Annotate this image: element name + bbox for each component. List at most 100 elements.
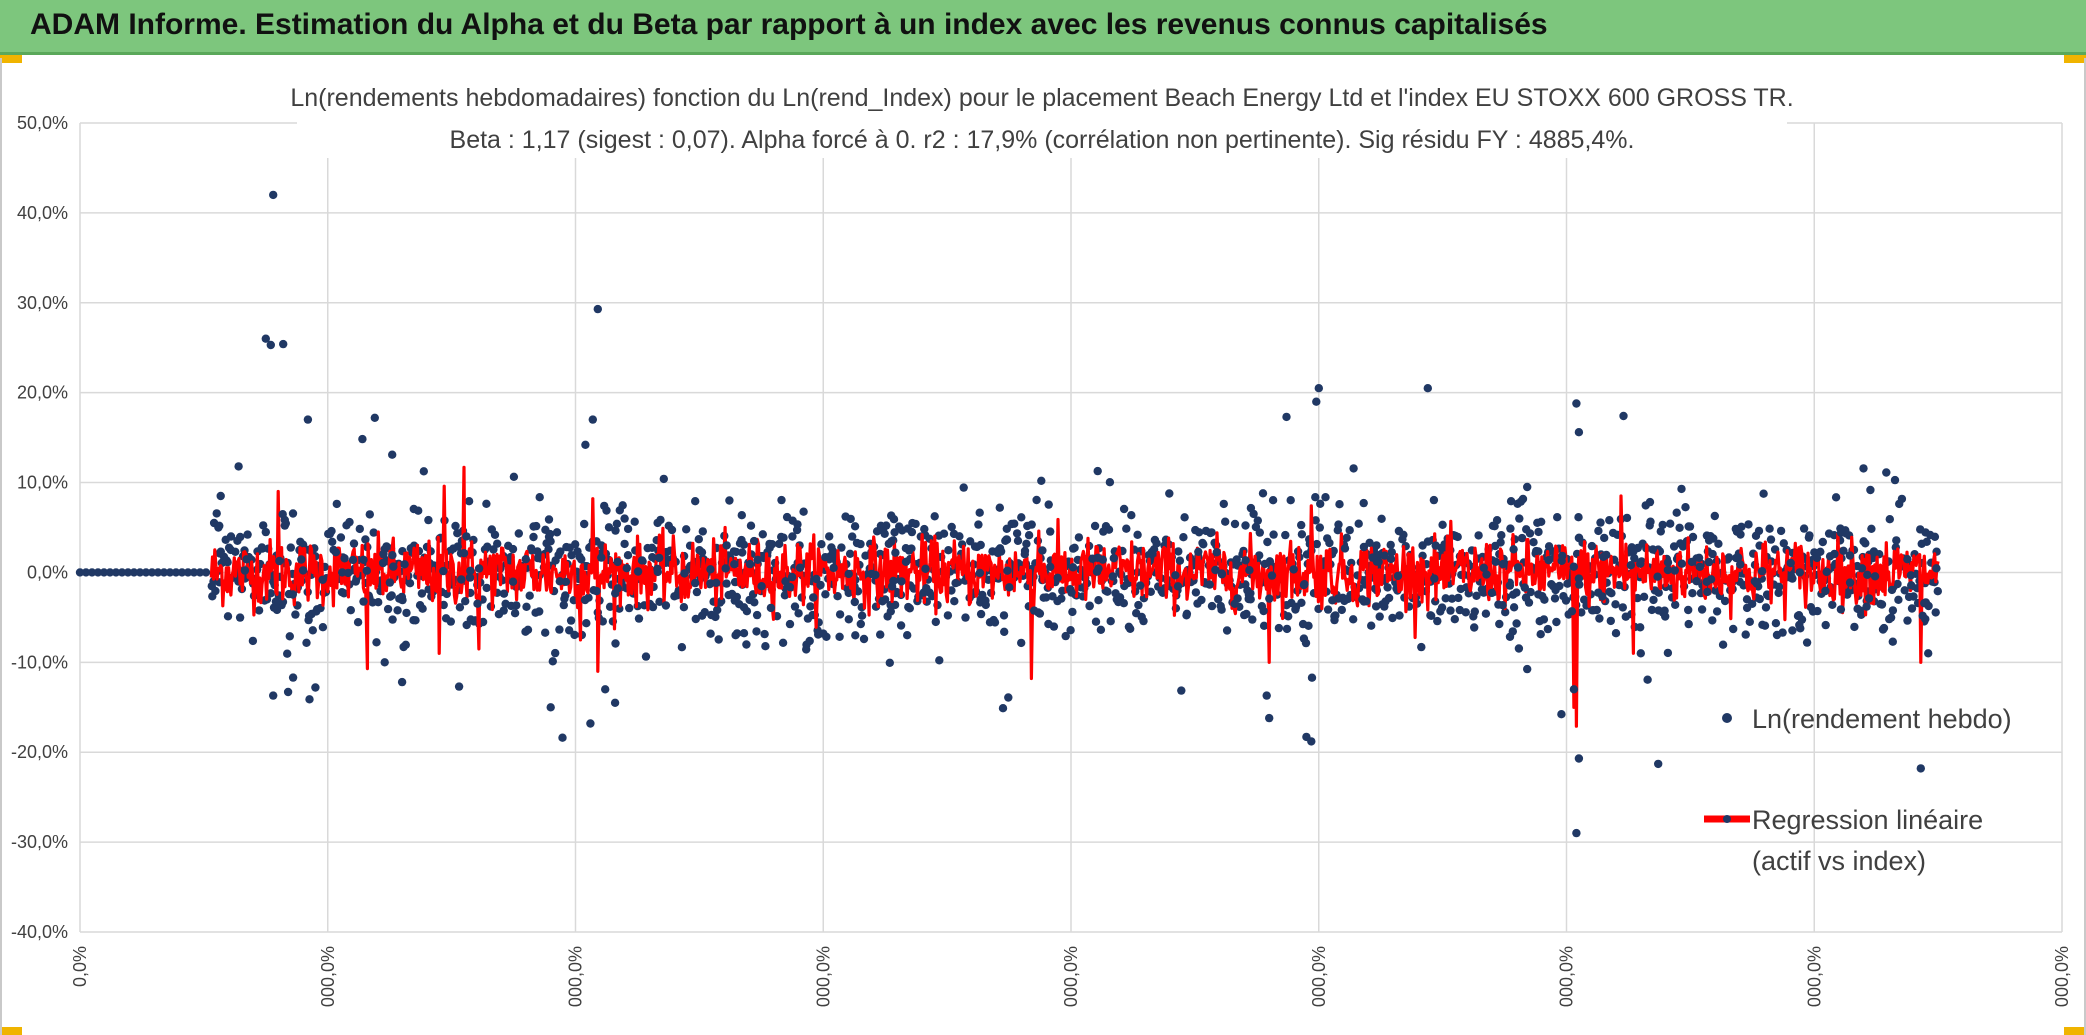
scatter-point (623, 551, 633, 560)
scatter-point (920, 524, 929, 534)
scatter-point (1744, 520, 1753, 529)
scatter-point (409, 616, 418, 625)
scatter-point (816, 580, 825, 590)
scatter-point (1885, 515, 1895, 524)
scatter-point (349, 539, 359, 548)
scatter-point (389, 562, 398, 571)
scatter-point (844, 615, 853, 624)
scatter-point (1207, 528, 1216, 537)
scatter-point (1417, 642, 1426, 652)
scatter-point (510, 609, 520, 618)
scatter-point-outlier (1619, 411, 1628, 421)
scatter-point (1663, 648, 1673, 658)
scatter-point (1150, 535, 1160, 545)
scatter-point (439, 600, 448, 610)
scatter-point (1555, 581, 1564, 591)
scatter-point (1387, 548, 1397, 557)
scatter-point (1330, 615, 1339, 625)
scatter-point (414, 506, 423, 515)
scatter-point (752, 610, 762, 620)
scatter-point (611, 589, 620, 598)
scatter-point (1093, 466, 1102, 476)
scatter-point (785, 582, 795, 592)
scatter-point (555, 577, 564, 586)
scatter-point (1645, 497, 1655, 507)
scatter-point (641, 652, 651, 661)
scatter-point-outlier (266, 340, 275, 350)
scatter-point (737, 511, 746, 520)
scatter-point (235, 613, 245, 622)
scatter-point (1044, 500, 1053, 509)
scatter-point (1027, 520, 1036, 529)
scatter-point (418, 604, 427, 613)
scatter-point (499, 589, 509, 598)
scatter-point (1438, 520, 1447, 529)
scatter-point (240, 566, 250, 575)
scatter-point (1066, 626, 1075, 635)
scatter-point (1536, 630, 1545, 639)
scatter-point (1042, 593, 1051, 602)
scatter-point (453, 542, 462, 551)
scatter-point (721, 564, 730, 573)
scatter-point (794, 609, 803, 618)
scatter-point (1776, 526, 1786, 536)
scatter-point (752, 627, 761, 636)
scatter-point (829, 563, 838, 573)
scatter-point-outlier (1423, 384, 1433, 393)
scatter-point (880, 529, 889, 538)
scatter-point (1575, 580, 1584, 589)
scatter-point (947, 522, 956, 532)
scatter-point (1386, 540, 1395, 550)
scatter-point (605, 602, 615, 611)
scatter-point (266, 589, 275, 598)
scatter-point (1109, 554, 1119, 563)
scatter-point (659, 474, 668, 484)
scatter-point (465, 573, 475, 582)
scatter-point (1636, 559, 1645, 568)
scatter-point (1046, 562, 1055, 571)
scatter-point (1122, 524, 1131, 533)
scatter-point (1105, 478, 1115, 487)
scatter-point (1090, 521, 1100, 531)
scatter-point (340, 554, 349, 563)
scatter-point (1431, 541, 1440, 550)
scatter-point (1900, 586, 1909, 595)
scatter-point (455, 603, 465, 612)
scatter-point (291, 610, 300, 619)
scatter-point (1688, 532, 1698, 542)
scatter-point (1866, 485, 1875, 495)
scatter-point-outlier (1282, 412, 1291, 422)
scatter-point (81, 568, 91, 577)
scatter-point (1349, 464, 1358, 473)
scatter-point (1194, 547, 1203, 556)
scatter-point (571, 540, 580, 549)
scatter-point (1649, 595, 1658, 605)
scatter-point (525, 591, 534, 600)
scatter-point (1265, 594, 1274, 603)
scatter-point (887, 582, 897, 591)
scatter-point (697, 611, 707, 620)
scatter-point (529, 532, 538, 542)
scatter-point (706, 579, 715, 588)
scatter-point (359, 597, 368, 606)
scatter-point (781, 577, 790, 586)
legend-label-regression-line2: (actif vs index) (1752, 846, 1926, 876)
scatter-point (1537, 517, 1546, 526)
scatter-point (75, 568, 85, 577)
scatter-point (1605, 516, 1614, 525)
scatter-point (1505, 632, 1515, 641)
scatter-point (1822, 567, 1831, 577)
report-header: ADAM Informe. Estimation du Alpha et du … (0, 0, 2086, 55)
scatter-point (1796, 624, 1805, 633)
scatter-point (236, 532, 245, 542)
scatter-point (833, 592, 842, 601)
x-tick-label: 000,0% (1804, 946, 1824, 1007)
scatter-point (611, 639, 620, 648)
scatter-point (1684, 619, 1693, 629)
scatter-point (1505, 581, 1515, 590)
scatter-point (1774, 582, 1784, 591)
scatter-point (1514, 644, 1524, 653)
scatter-point (620, 539, 629, 549)
scatter-point (1241, 556, 1250, 565)
scatter-point (1627, 543, 1637, 552)
